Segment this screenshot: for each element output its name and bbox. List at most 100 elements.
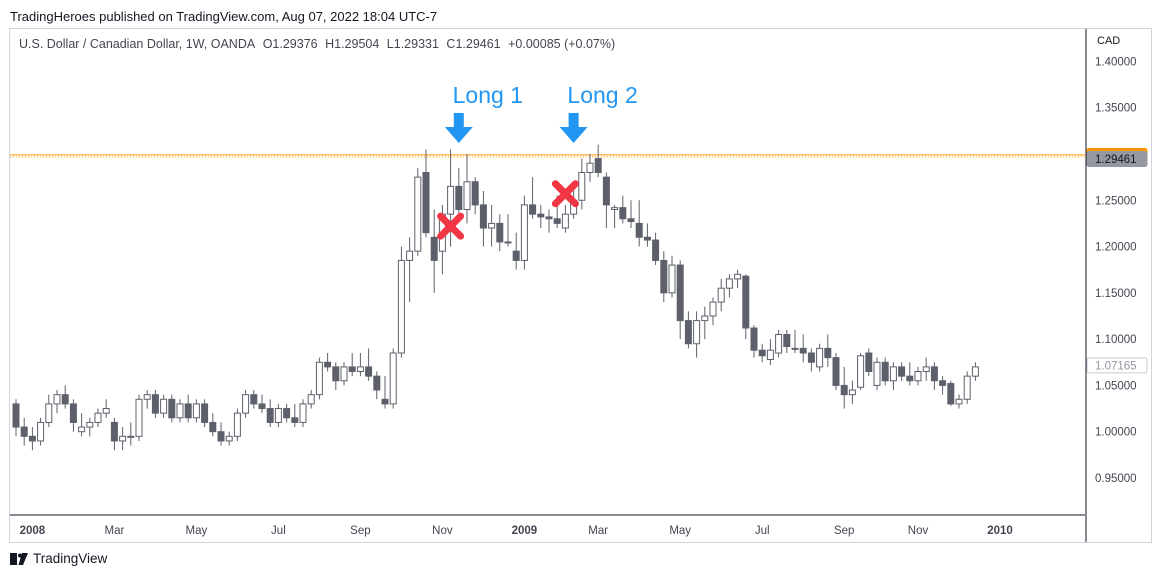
candle-body-up	[397, 259, 405, 354]
legend-open: O1.29376	[262, 37, 318, 51]
candle	[151, 390, 159, 418]
candle-body-down	[898, 366, 906, 377]
candle	[504, 214, 512, 247]
candle	[619, 195, 627, 224]
candle-body-down	[807, 352, 815, 363]
candle-body-down	[553, 218, 561, 224]
candle	[545, 209, 553, 233]
candle-body-up	[963, 375, 971, 400]
candle	[529, 177, 537, 219]
candle-body-up	[611, 207, 619, 211]
candle-body-up	[816, 347, 824, 368]
time-tick-label: 2009	[512, 525, 538, 537]
candle	[578, 158, 586, 210]
candle-body-down	[635, 222, 643, 238]
candle	[725, 274, 733, 298]
price-marker-box	[1086, 150, 1148, 167]
candle	[676, 260, 684, 340]
candle	[250, 390, 258, 409]
candle	[889, 362, 897, 391]
tradingview-branding[interactable]: TradingView	[10, 551, 107, 566]
candle-body-down	[266, 408, 274, 423]
candle-body-down	[250, 394, 258, 405]
candle-body-down	[12, 403, 20, 428]
candle-body-down	[652, 239, 660, 261]
price-tick-label: 1.20000	[1095, 242, 1137, 254]
price-tick-label: 1.15000	[1095, 288, 1137, 300]
candle-body-up	[406, 250, 414, 261]
candle	[652, 232, 660, 266]
candle-body-up	[274, 408, 282, 423]
candle-body-up	[86, 421, 94, 428]
arrow-down-icon	[444, 113, 473, 143]
candle	[848, 380, 856, 404]
candle	[110, 417, 118, 451]
candle	[807, 348, 815, 372]
candle	[832, 353, 840, 391]
candle	[586, 153, 594, 182]
annotations: Long 1 Long 2	[437, 82, 638, 240]
candle-body-up	[889, 366, 897, 382]
candle-body-down	[865, 352, 873, 373]
candle-body-up	[775, 333, 783, 354]
candle	[873, 357, 881, 391]
candle	[955, 394, 963, 409]
candle	[373, 371, 381, 400]
candle	[947, 380, 955, 406]
candle	[939, 376, 947, 395]
candle	[660, 251, 668, 303]
candle	[914, 366, 922, 386]
candle-body-down	[545, 216, 553, 220]
price-tick-label: 1.35000	[1095, 103, 1137, 115]
price-axis: CAD 0.95000 1.00000 1.05000 1.10000 1.15000 1.…	[10, 29, 1148, 542]
candle-body-up	[37, 421, 45, 442]
candle-body-up	[307, 394, 315, 405]
candle-body-down	[455, 185, 463, 211]
candle	[775, 329, 783, 358]
candle	[299, 399, 307, 428]
candle	[86, 417, 94, 437]
time-tick-label: Sep	[834, 525, 854, 537]
candle	[701, 306, 709, 340]
candle-body-up	[734, 273, 742, 280]
candle-body-up	[520, 204, 528, 261]
time-tick-label: Nov	[432, 525, 453, 537]
candle-body-down	[283, 408, 291, 419]
candle	[537, 204, 545, 229]
candle	[668, 255, 676, 298]
arrow-label: Long 2	[567, 82, 637, 108]
candle-body-up	[340, 366, 348, 382]
candle	[463, 153, 471, 224]
candle-body-down	[348, 366, 356, 373]
candle-body-up	[414, 176, 422, 252]
candle-body-up	[848, 389, 856, 396]
price-axis-title: CAD	[1097, 35, 1120, 47]
candle-body-down	[758, 349, 766, 357]
candle	[881, 357, 889, 386]
symbol-legend: U.S. Dollar / Canadian Dollar, 1W, OANDA…	[19, 37, 619, 51]
candle-body-up	[45, 403, 53, 423]
price-marker-label: 1.29461	[1095, 154, 1137, 166]
time-tick-label: Sep	[350, 525, 370, 537]
candle-body-up	[53, 394, 61, 405]
candle-body-up	[873, 361, 881, 386]
candle	[611, 204, 619, 229]
candle	[45, 394, 53, 428]
candle-body-down	[742, 275, 750, 329]
candle	[684, 311, 692, 349]
long-entry-arrow: Long 1	[444, 82, 523, 143]
candle	[365, 348, 373, 381]
resistance-lines	[10, 154, 1085, 158]
candle	[488, 204, 496, 247]
candle	[922, 357, 930, 381]
candle-body-up	[701, 315, 709, 322]
candle-body-down	[537, 213, 545, 218]
candle	[930, 362, 938, 391]
symbol-title[interactable]: U.S. Dollar / Canadian Dollar, 1W, OANDA	[19, 37, 256, 51]
price-tick-label: 1.25000	[1095, 195, 1137, 207]
candle	[78, 413, 86, 437]
candle	[192, 399, 200, 423]
candle-body-up	[176, 403, 184, 419]
candle-body-down	[881, 361, 889, 382]
